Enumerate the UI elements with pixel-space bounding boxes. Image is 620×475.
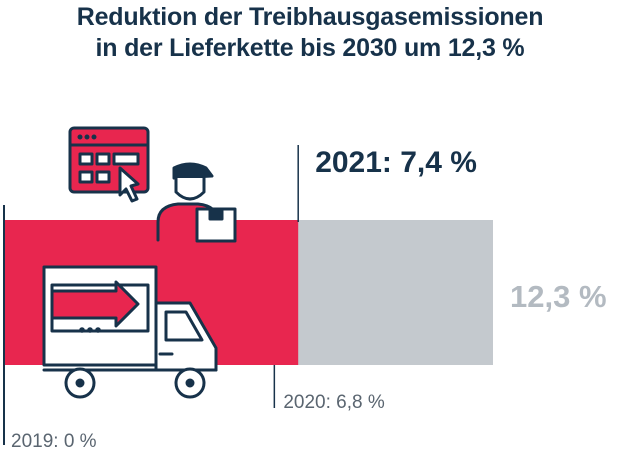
parcel-icon [195, 207, 237, 243]
label-2021: 2021: 7,4 % [315, 146, 477, 179]
delivery-truck-icon [42, 265, 218, 399]
label-2019: 2019: 0 % [11, 431, 97, 452]
label-target: 12,3 % [510, 279, 607, 314]
label-2020: 2020: 6,8 % [283, 392, 385, 413]
chart-title: Reduktion der Treibhausgasemissionen in … [0, 2, 620, 64]
cursor-icon [118, 166, 140, 203]
title-line-2: in der Lieferkette bis 2030 um 12,3 % [95, 34, 525, 62]
title-line-1: Reduktion der Treibhausgasemissionen [76, 3, 544, 31]
